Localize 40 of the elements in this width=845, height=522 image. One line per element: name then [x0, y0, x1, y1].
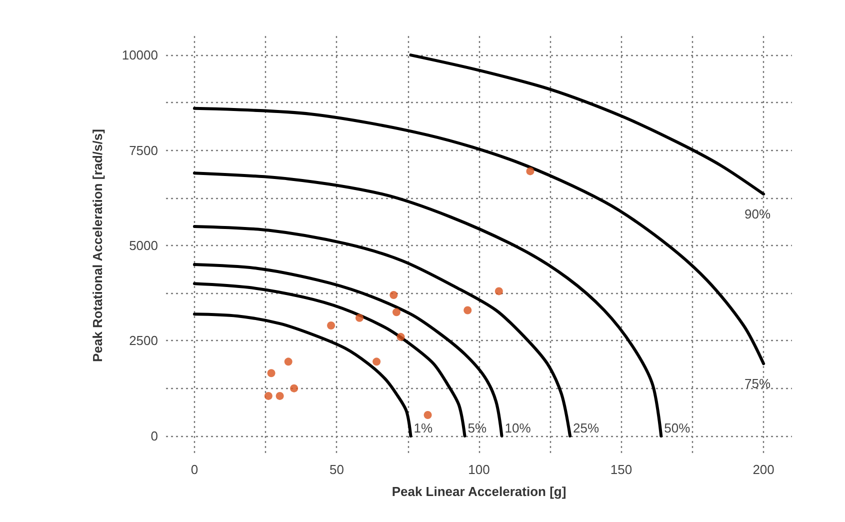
point: [396, 332, 405, 341]
x-tick-label: 100: [468, 462, 490, 477]
y-tick-label: 7500: [129, 142, 158, 158]
line-series: [192, 172, 663, 438]
point: [356, 314, 364, 322]
point: [276, 392, 284, 400]
point: [284, 358, 292, 366]
point: [494, 287, 503, 296]
series-label: 25%: [573, 420, 600, 436]
y-tick-label: 10000: [122, 48, 158, 63]
y-tick-label: 2500: [129, 333, 158, 348]
series-label: 1%: [414, 420, 433, 436]
x-tick-label: 150: [610, 462, 632, 477]
point: [464, 306, 472, 314]
series-label: 50%: [664, 420, 691, 436]
x-tick-label: 50: [329, 462, 344, 477]
point: [290, 384, 298, 392]
point: [392, 308, 400, 316]
y-axis-title: Peak Rotational Acceleration [rad/s/s]: [90, 129, 105, 362]
point: [526, 167, 534, 176]
point: [264, 392, 272, 400]
line-series: [409, 54, 766, 196]
series-label: 75%: [744, 376, 772, 392]
point: [390, 291, 398, 300]
line-series: [192, 224, 572, 438]
series-label: 10%: [504, 420, 532, 436]
line-series: [192, 282, 466, 438]
point: [267, 369, 276, 378]
line-series: [192, 263, 504, 438]
point: [424, 411, 432, 419]
series-label: 5%: [468, 420, 488, 436]
x-axis-title: Peak Linear Acceleration [g]: [392, 484, 566, 499]
point: [327, 321, 336, 330]
x-tick-label: 200: [752, 462, 774, 477]
point: [372, 358, 381, 366]
y-tick-label: 0: [150, 428, 158, 444]
series-label: 90%: [744, 206, 772, 222]
line-series: [192, 312, 412, 438]
x-tick-label: 0: [190, 462, 198, 477]
y-tick-label: 5000: [129, 238, 158, 253]
